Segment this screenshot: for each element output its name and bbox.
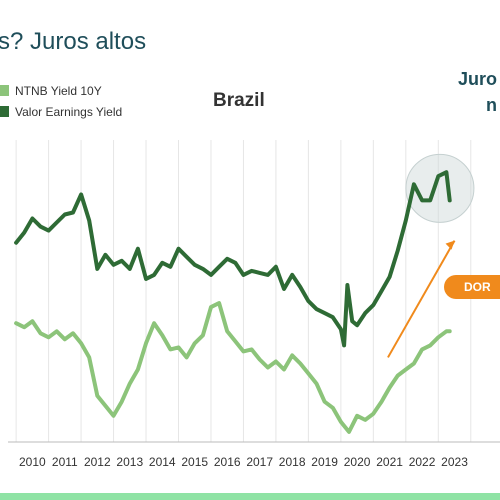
x-tick-label: 2010 [19,455,46,469]
series-line-earnings-yield [14,170,452,348]
series-line-ntnb [14,301,452,434]
x-tick-label: 2017 [246,455,273,469]
x-tick-label: 2020 [344,455,371,469]
side-heading-line-1: Juro [458,69,498,89]
trend-arrow-line [387,240,456,358]
legend-label-ntnb: NTNB Yield 10Y [15,83,102,98]
x-tick-label: 2016 [214,455,241,469]
bottom-accent-bar [0,493,500,500]
x-tick-label: 2012 [84,455,111,469]
x-tick-label: 2015 [181,455,208,469]
legend-label-earnings-yield: Valor Earnings Yield [15,104,123,119]
x-tick-label: 2022 [409,455,436,469]
highlight-circle [405,153,475,223]
chart-legend: NTNB Yield 10Y Valor Earnings Yield [0,80,122,122]
x-tick-label: 2018 [279,455,306,469]
badge: DOR [444,275,500,299]
x-tick-label: 2014 [149,455,176,469]
slide-title: s? Juros altos [0,28,147,55]
chart-title: Brazil [213,90,265,111]
legend-item-ntnb: NTNB Yield 10Y [0,80,122,101]
side-heading-line-2: n [486,95,497,115]
x-tick-label: 2023 [441,455,468,469]
side-heading: Juro n [458,66,497,118]
trend-arrow-head [445,240,455,250]
legend-swatch-ntnb [0,85,9,96]
x-tick-label: 2019 [311,455,338,469]
legend-item-earnings-yield: Valor Earnings Yield [0,101,122,122]
x-tick-label: 2011 [52,455,78,469]
legend-swatch-earnings-yield [0,106,9,117]
x-tick-label: 2013 [116,455,143,469]
x-tick-label: 2021 [376,455,403,469]
